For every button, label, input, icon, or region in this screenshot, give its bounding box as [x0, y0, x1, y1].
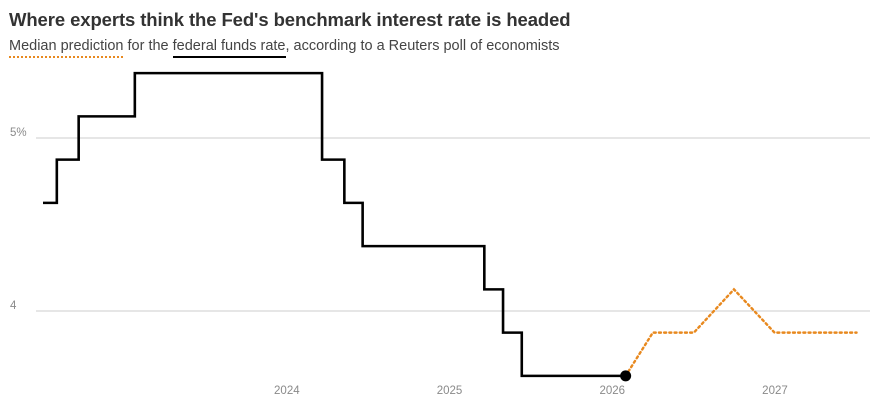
current-rate-marker — [620, 370, 632, 382]
x-tick-label: 2026 — [599, 385, 625, 397]
legend-federal-funds-rate: federal funds rate — [172, 38, 286, 58]
rate-step-line — [43, 71, 626, 378]
gridlines — [36, 137, 870, 312]
x-tick-label: 2025 — [437, 385, 463, 397]
series-lines — [43, 71, 858, 382]
x-tick-label: 2024 — [274, 385, 300, 397]
y-tick-label: 5% — [10, 127, 27, 139]
y-axis-labels: 5% 4 — [10, 127, 27, 312]
y-tick-label: 4 — [10, 300, 17, 312]
subtitle-text-part: for the — [123, 38, 173, 54]
chart-subtitle: Median prediction for the federal funds … — [9, 38, 560, 58]
legend-median-prediction: Median prediction — [9, 38, 124, 58]
x-tick-label: 2027 — [762, 385, 788, 397]
chart-title: Where experts think the Fed's benchmark … — [9, 9, 571, 30]
x-axis-labels: 2024 2025 2026 2027 — [274, 385, 788, 397]
forecast-line — [624, 287, 858, 378]
subtitle-text-part: , according to a Reuters poll of economi… — [285, 38, 560, 54]
